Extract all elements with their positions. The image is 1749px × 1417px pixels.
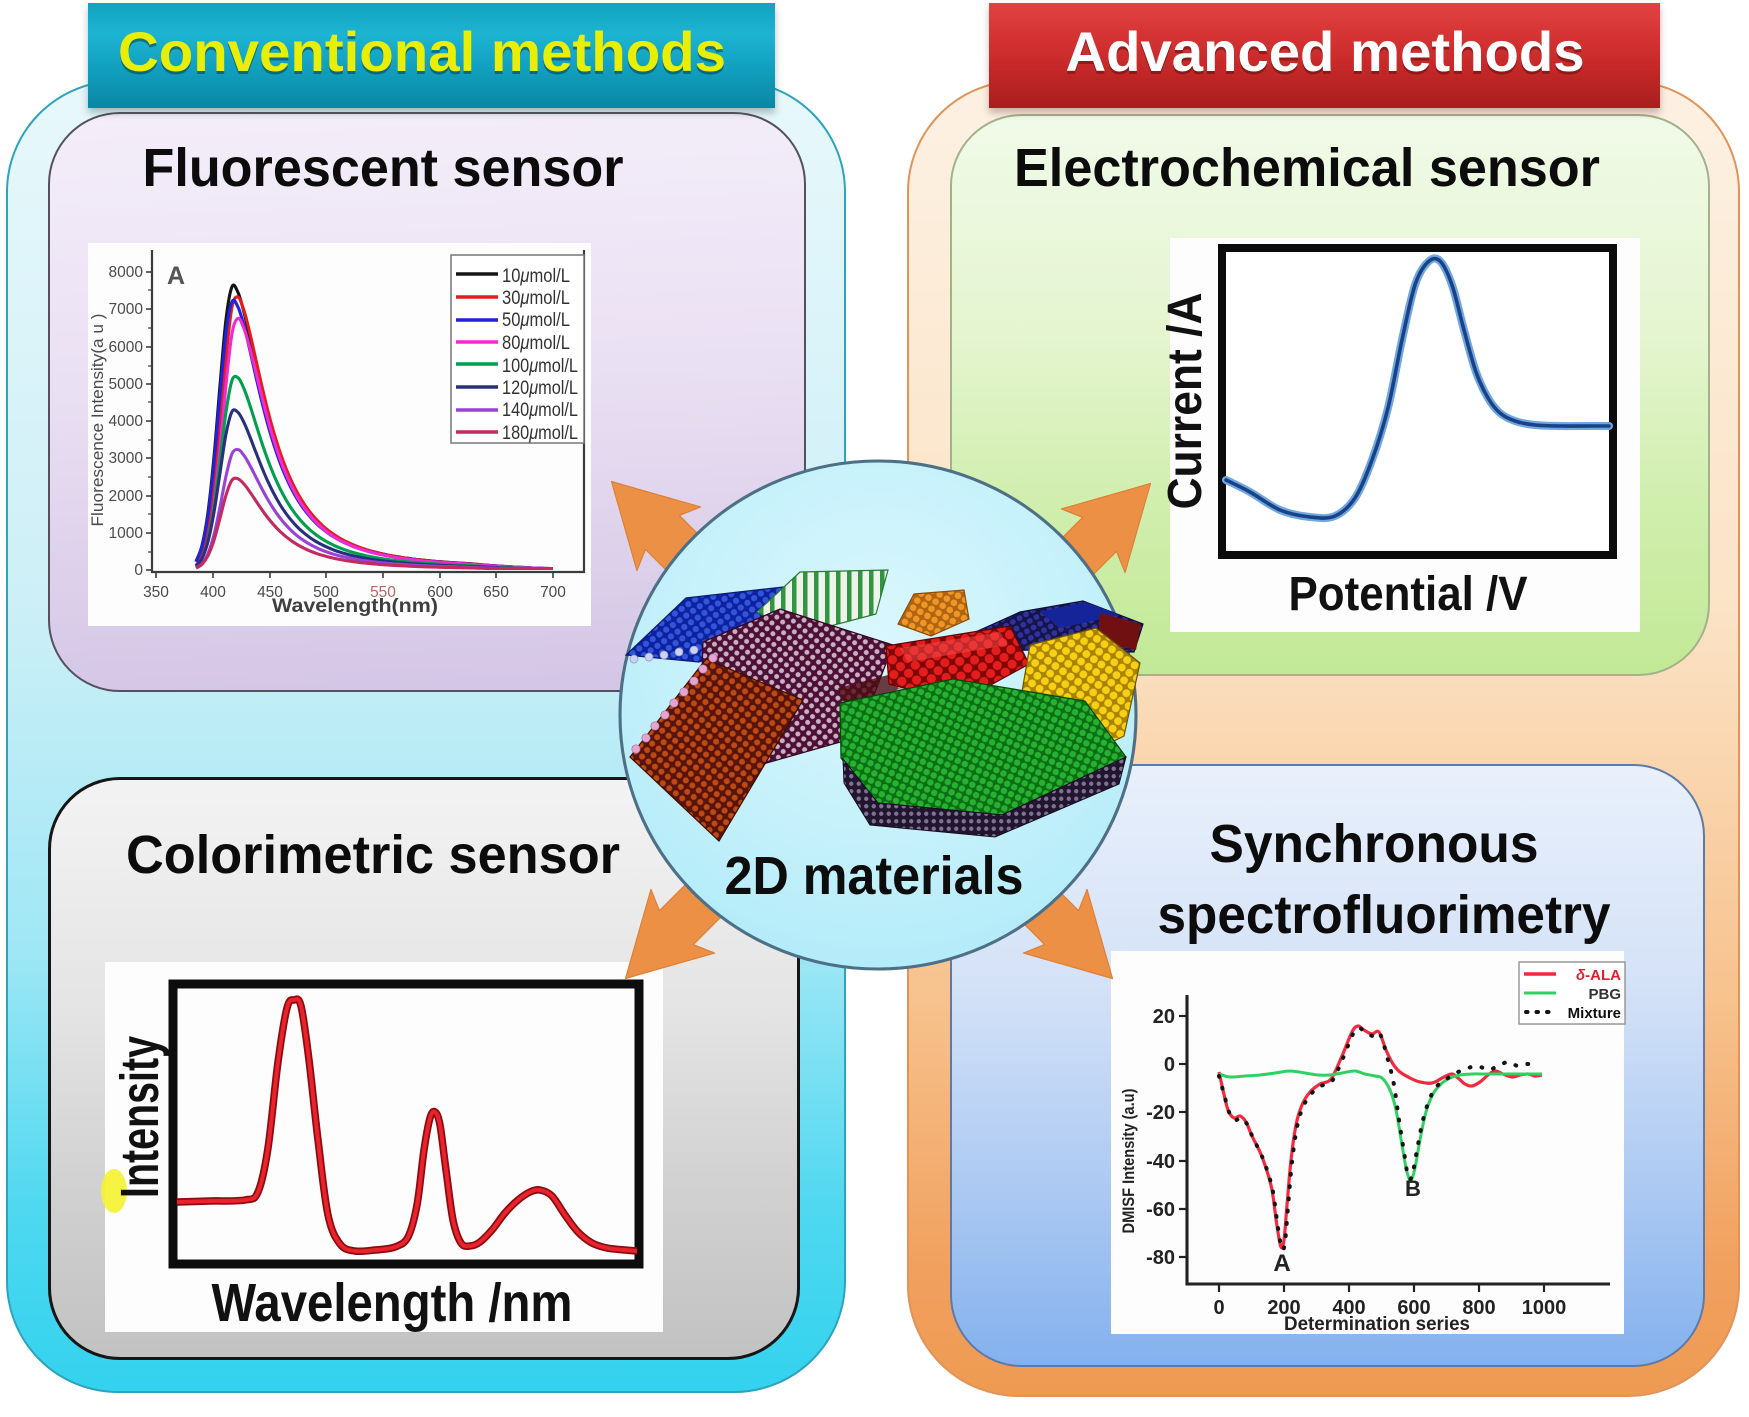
svg-text:0: 0 bbox=[1213, 1297, 1224, 1319]
svg-text:Determination series: Determination series bbox=[1284, 1314, 1470, 1335]
svg-text:650: 650 bbox=[483, 584, 509, 601]
svg-text:800: 800 bbox=[1462, 1297, 1495, 1319]
svg-text:10μmol/L: 10μmol/L bbox=[502, 265, 570, 287]
svg-text:Electrochemical sensor: Electrochemical sensor bbox=[1014, 138, 1600, 198]
svg-text:700: 700 bbox=[540, 584, 566, 601]
svg-text:Colorimetric sensor: Colorimetric sensor bbox=[126, 825, 620, 885]
svg-text:Mixture: Mixture bbox=[1568, 1005, 1621, 1022]
svg-text:140μmol/L: 140μmol/L bbox=[502, 399, 578, 421]
svg-text:600: 600 bbox=[427, 584, 453, 601]
svg-text:A: A bbox=[1273, 1250, 1290, 1277]
svg-text:400: 400 bbox=[1332, 1297, 1365, 1319]
svg-text:PBG: PBG bbox=[1588, 986, 1621, 1003]
svg-text:-80: -80 bbox=[1146, 1247, 1175, 1269]
svg-text:Wavelength(nm): Wavelength(nm) bbox=[272, 596, 438, 617]
svg-text:DMISF Intensity (a.u): DMISF Intensity (a.u) bbox=[1119, 1089, 1138, 1234]
svg-text:Advanced methods: Advanced methods bbox=[1066, 20, 1585, 83]
svg-text:Conventional methods: Conventional methods bbox=[118, 23, 726, 86]
svg-text:Wavelength /nm: Wavelength /nm bbox=[212, 1273, 573, 1333]
svg-text:δ-ALA: δ-ALA bbox=[1576, 967, 1621, 984]
svg-text:450: 450 bbox=[257, 584, 283, 601]
svg-text:5000: 5000 bbox=[109, 376, 144, 393]
svg-text:B: B bbox=[1405, 1176, 1421, 1201]
svg-text:0: 0 bbox=[134, 562, 143, 579]
svg-text:-40: -40 bbox=[1146, 1151, 1175, 1173]
svg-text:8000: 8000 bbox=[109, 264, 144, 281]
svg-text:80μmol/L: 80μmol/L bbox=[502, 332, 570, 354]
svg-text:Conventional methods: Conventional methods bbox=[118, 20, 726, 83]
svg-text:Current /A: Current /A bbox=[1159, 293, 1212, 510]
svg-text:600: 600 bbox=[1397, 1297, 1430, 1319]
svg-text:-60: -60 bbox=[1146, 1199, 1175, 1221]
svg-text:500: 500 bbox=[313, 584, 339, 601]
svg-text:550: 550 bbox=[370, 584, 396, 601]
svg-text:-20: -20 bbox=[1146, 1102, 1175, 1124]
svg-text:180μmol/L: 180μmol/L bbox=[502, 422, 578, 444]
svg-text:100μmol/L: 100μmol/L bbox=[502, 355, 578, 377]
svg-text:Advanced methods: Advanced methods bbox=[1066, 23, 1585, 86]
svg-text:1000: 1000 bbox=[1522, 1297, 1567, 1319]
svg-text:A: A bbox=[167, 262, 185, 290]
svg-text:350: 350 bbox=[143, 584, 169, 601]
svg-text:Fluorescent sensor: Fluorescent sensor bbox=[143, 138, 624, 198]
svg-text:6000: 6000 bbox=[109, 339, 144, 356]
svg-text:20: 20 bbox=[1153, 1006, 1175, 1028]
svg-text:3000: 3000 bbox=[109, 450, 144, 467]
svg-text:spectrofluorimetry: spectrofluorimetry bbox=[1158, 885, 1611, 945]
svg-text:50μmol/L: 50μmol/L bbox=[502, 309, 570, 331]
svg-text:400: 400 bbox=[200, 584, 226, 601]
svg-text:Fluorescence Intensity(a u ): Fluorescence Intensity(a u ) bbox=[89, 314, 107, 527]
svg-text:0: 0 bbox=[1164, 1054, 1175, 1076]
svg-text:Synchronous: Synchronous bbox=[1210, 814, 1539, 874]
svg-text:2D materials: 2D materials bbox=[725, 846, 1024, 906]
svg-text:4000: 4000 bbox=[109, 413, 144, 430]
svg-text:7000: 7000 bbox=[109, 301, 144, 318]
svg-text:2000: 2000 bbox=[109, 488, 144, 505]
svg-text:Potential /V: Potential /V bbox=[1289, 568, 1528, 621]
svg-text:200: 200 bbox=[1267, 1297, 1300, 1319]
svg-text:30μmol/L: 30μmol/L bbox=[502, 287, 570, 309]
svg-text:1000: 1000 bbox=[109, 525, 144, 542]
svg-text:120μmol/L: 120μmol/L bbox=[502, 377, 578, 399]
svg-text:Intensity: Intensity bbox=[110, 1036, 170, 1198]
